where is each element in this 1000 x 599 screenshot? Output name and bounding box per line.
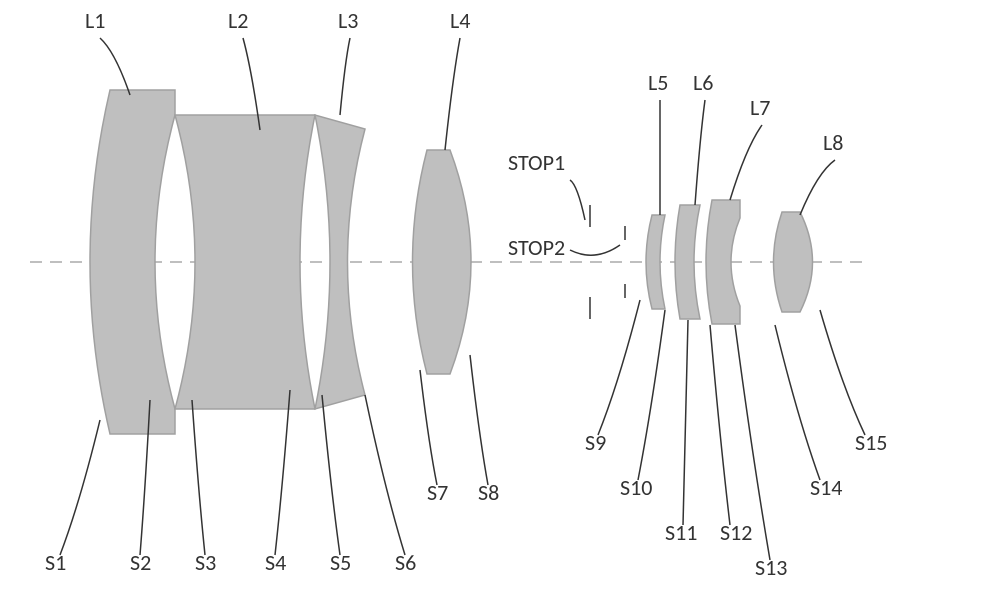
leader-S5 [322,395,340,555]
label-STOP1: STOP1 [508,149,565,176]
label-S6: S6 [395,549,416,576]
label-L2: L2 [228,7,248,34]
leader-S14 [775,325,820,480]
label-S4: S4 [265,549,286,576]
label-S9: S9 [585,429,606,456]
label-S13: S13 [755,554,787,581]
label-STOP2: STOP2 [508,234,565,261]
leader-S12 [710,325,730,525]
leader-L6 [695,100,705,205]
leader-L7 [730,125,762,200]
label-S3: S3 [195,549,216,576]
label-L6: L6 [693,69,713,96]
label-L1: L1 [85,7,105,34]
label-S1: S1 [45,549,66,576]
label-S15: S15 [855,429,887,456]
label-S2: S2 [130,549,151,576]
lens-L4 [413,150,472,374]
leader-S1 [60,420,100,555]
lens-L2 [175,115,315,409]
label-L4: L4 [450,7,470,34]
label-S5: S5 [330,549,351,576]
leader-S4 [275,390,290,555]
label-S7: S7 [427,479,448,506]
label-L8: L8 [823,129,843,156]
label-S10: S10 [620,474,652,501]
leader-L3 [340,38,350,115]
leader-S9 [598,300,640,435]
label-L7: L7 [750,94,770,121]
label-S12: S12 [720,519,752,546]
leader-S8 [470,355,488,485]
label-L5: L5 [648,69,668,96]
lens-L8 [774,212,813,312]
leader-S3 [192,400,205,555]
lens-L1 [90,90,175,434]
leader-L4 [445,38,460,150]
lens-L5 [646,215,665,309]
leader-S7 [420,370,437,485]
leader-STOP2 [570,245,620,255]
label-S11: S11 [665,519,697,546]
optical-lens-diagram: L1 L2 L3 L4 L5 L6 L7 L8 STOP1 STOP2 S1 S2 S3 S4 S5 S6 S7… [0,0,1000,599]
leader-STOP1 [570,180,585,220]
label-L3: L3 [338,7,358,34]
label-S8: S8 [478,479,499,506]
leader-L1 [100,38,130,95]
leader-S6 [365,395,405,555]
label-S14: S14 [810,474,842,501]
leader-S10 [638,310,665,480]
leader-S11 [683,320,688,525]
leader-L8 [800,160,835,215]
leader-S15 [820,310,865,435]
